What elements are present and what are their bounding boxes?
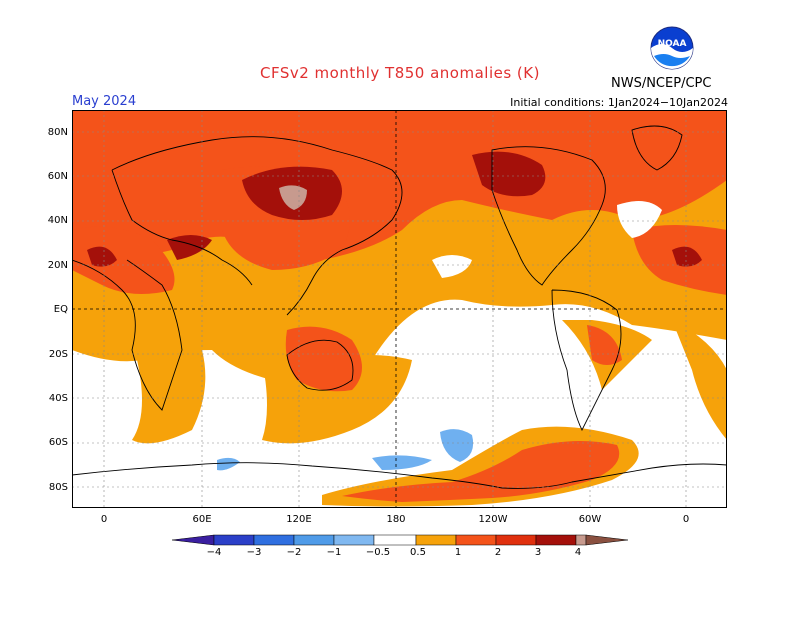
anomaly-red-africa — [72, 226, 175, 294]
lon-label: 120E — [286, 514, 312, 525]
anomaly-white-pacific — [432, 255, 472, 278]
colorbar-label: 2 — [494, 547, 502, 558]
colorbar-label: 4 — [574, 547, 582, 558]
noaa-logo-icon: NOAA — [650, 26, 694, 70]
colorbar-bin — [213, 534, 255, 546]
colorbar-label: 1 — [454, 547, 462, 558]
month-label: May 2024 — [72, 94, 137, 109]
organization-label: NWS/NCEP/CPC — [611, 76, 712, 91]
lon-label: 60W — [578, 514, 602, 525]
initial-conditions-label: Initial conditions: 1Jan2024−10Jan2024 — [510, 96, 728, 109]
gridlines — [72, 110, 727, 508]
anomaly-blue-antarctic-1 — [440, 429, 474, 462]
anomaly-darkred-atlantic — [672, 246, 702, 267]
anomaly-blue-antarctic-3 — [217, 457, 240, 471]
colorbar-label: 0.5 — [410, 547, 426, 558]
colorbar-low-arrow — [172, 534, 215, 546]
equator-dateline — [72, 110, 727, 508]
anomaly-red-australia — [285, 326, 362, 392]
colorbar-high-arrow — [585, 534, 628, 546]
anomaly-map — [72, 110, 727, 508]
lon-label: 180 — [386, 514, 406, 525]
anomaly-white-atlantic — [617, 201, 662, 238]
colorbar-bin — [455, 534, 497, 546]
colorbar-bin — [253, 534, 295, 546]
lon-label: 120W — [478, 514, 508, 525]
noaa-logo-text: NOAA — [658, 39, 687, 49]
map-frame — [72, 110, 727, 508]
lat-label: 60N — [47, 171, 68, 182]
colorbar — [172, 534, 628, 546]
colorbar-bin — [575, 534, 587, 546]
anomaly-blue-antarctic-2 — [372, 455, 432, 470]
lat-label: 60S — [48, 437, 68, 448]
anomaly-pinkbrown-core — [279, 185, 307, 210]
colorbar-label: −4 — [206, 547, 222, 558]
colorbar-bin — [333, 534, 375, 546]
map-title: CFSv2 monthly T850 anomalies (K) — [260, 64, 540, 82]
colorbar-label: −2 — [286, 547, 302, 558]
coastlines — [72, 125, 727, 489]
lat-label: 40N — [47, 215, 68, 226]
anomaly-red-southamerica — [587, 325, 622, 365]
lat-label: EQ — [53, 304, 68, 315]
colorbar-bin — [373, 534, 417, 546]
lon-label: 0 — [100, 514, 108, 525]
lat-label: 20S — [48, 349, 68, 360]
colorbar-bin — [293, 534, 335, 546]
lat-label: 40S — [48, 393, 68, 404]
colorbar-label: 3 — [534, 547, 542, 558]
lon-label: 0 — [682, 514, 690, 525]
lat-label: 80N — [47, 127, 68, 138]
colorbar-label: −3 — [246, 547, 262, 558]
lat-label: 80S — [48, 482, 68, 493]
colorbar-bin — [415, 534, 457, 546]
colorbar-bin — [495, 534, 537, 546]
colorbar-bin — [535, 534, 577, 546]
anomaly-orange-south-1 — [132, 340, 206, 444]
colorbar-label: −1 — [326, 547, 342, 558]
anomaly-darkred-canada — [472, 151, 546, 197]
lon-label: 60E — [192, 514, 212, 525]
colorbar-label: −0.5 — [365, 547, 391, 558]
anomaly-darkred-africa — [87, 246, 117, 267]
lat-label: 20N — [47, 260, 68, 271]
